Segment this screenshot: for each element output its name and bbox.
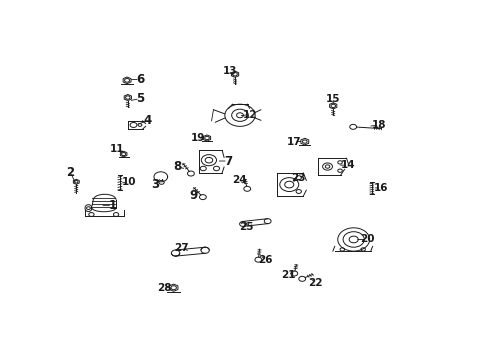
Text: 5: 5	[136, 92, 144, 105]
Text: 14: 14	[340, 160, 355, 170]
Text: 16: 16	[373, 183, 388, 193]
Text: 3: 3	[151, 178, 159, 191]
Text: 27: 27	[174, 243, 188, 253]
Text: 23: 23	[290, 174, 305, 184]
Text: 24: 24	[231, 175, 246, 185]
Text: 17: 17	[286, 136, 301, 147]
Text: 8: 8	[173, 160, 182, 173]
Text: 19: 19	[190, 133, 204, 143]
Text: 18: 18	[371, 120, 386, 130]
Text: 26: 26	[258, 255, 272, 265]
Text: 21: 21	[281, 270, 295, 280]
Text: 2: 2	[66, 166, 74, 179]
Text: 1: 1	[108, 199, 116, 212]
Text: 10: 10	[121, 177, 136, 187]
Text: 15: 15	[325, 94, 340, 104]
Text: 13: 13	[222, 66, 237, 76]
Text: 11: 11	[110, 144, 124, 154]
Text: 28: 28	[157, 283, 171, 293]
Text: 9: 9	[189, 189, 198, 202]
Text: 12: 12	[242, 110, 257, 120]
Text: 20: 20	[359, 234, 374, 244]
Text: 25: 25	[239, 222, 254, 232]
Text: 6: 6	[136, 73, 144, 86]
Text: 22: 22	[308, 278, 323, 288]
Text: 7: 7	[224, 154, 231, 167]
Text: 4: 4	[143, 114, 151, 127]
